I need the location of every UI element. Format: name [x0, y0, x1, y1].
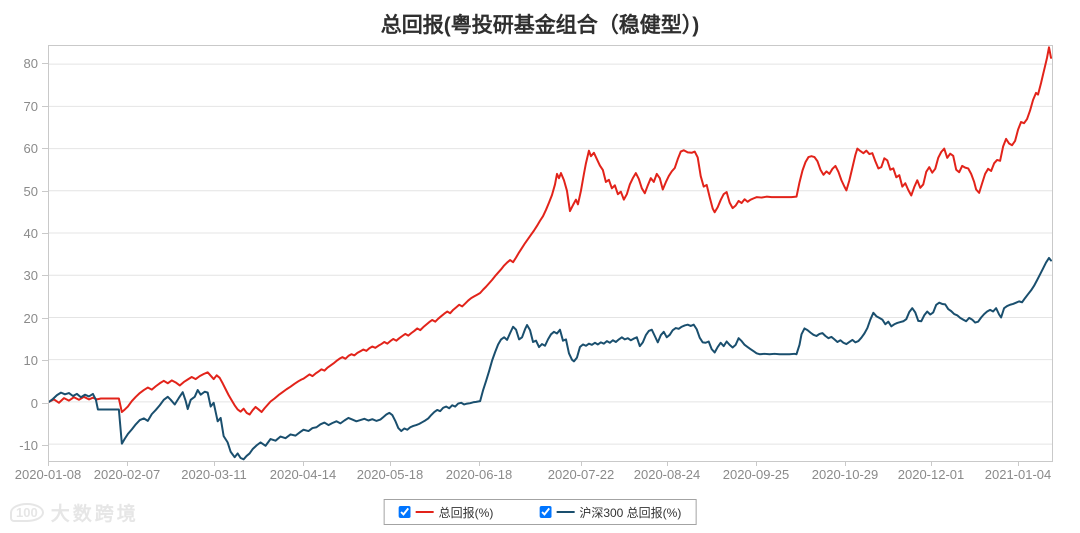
x-tick-label: 2020-06-18: [445, 467, 513, 482]
y-tick-label: 30: [23, 268, 38, 284]
legend-item-total-return[interactable]: 总回报(%): [398, 504, 494, 521]
x-tick-mark: [479, 462, 480, 466]
y-tick-label: 50: [23, 183, 38, 199]
x-tick-label: 2020-07-22: [547, 467, 615, 482]
x-tick-label: 2020-12-01: [897, 467, 965, 482]
x-tick-mark: [667, 462, 668, 466]
csi300-total-return-line: [49, 256, 1052, 461]
watermark: 100 大数跨境: [10, 499, 139, 526]
legend-checkbox-csi300[interactable]: [539, 506, 552, 518]
legend: 总回报(%) 沪深300 总回报(%): [383, 499, 697, 525]
x-tick-mark: [581, 462, 582, 466]
gridlines: [49, 63, 1052, 445]
x-tick-label: 2020-09-25: [722, 467, 790, 482]
y-tick-label: 20: [23, 310, 38, 326]
x-tick-label: 2020-01-08: [14, 467, 82, 482]
x-tick-mark: [127, 462, 128, 466]
plot-area: [48, 45, 1053, 462]
x-tick-mark: [303, 462, 304, 466]
x-tick-mark: [931, 462, 932, 466]
y-tick-label: 70: [23, 98, 38, 114]
y-tick-label: 60: [23, 141, 38, 157]
chart-title: 总回报(粤投研基金组合（稳健型）): [380, 14, 700, 37]
legend-label-total-return: 总回报(%): [438, 505, 494, 520]
y-tick-label: 80: [23, 56, 38, 72]
x-tick-label: 2020-05-18: [356, 467, 424, 482]
y-tick-label: 0: [30, 395, 38, 411]
watermark-text: 大数跨境: [50, 504, 139, 525]
x-tick-mark: [214, 462, 215, 466]
x-tick-label: 2020-04-14: [269, 467, 337, 482]
watermark-logo: 100: [10, 503, 44, 522]
chart-canvas: [49, 46, 1052, 461]
x-tick-mark: [845, 462, 846, 466]
x-tick-mark: [1018, 462, 1019, 466]
legend-item-csi300[interactable]: 沪深300 总回报(%): [539, 504, 681, 521]
legend-line-sample-blue: [556, 511, 575, 513]
x-tick-mark: [48, 462, 49, 466]
y-tick-label: 10: [23, 353, 38, 369]
x-tick-mark: [756, 462, 757, 466]
x-tick-label: 2020-03-11: [181, 467, 247, 482]
x-tick-label: 2020-02-07: [93, 467, 161, 482]
legend-checkbox-total-return[interactable]: [398, 506, 411, 518]
y-tick-label: 40: [23, 225, 38, 241]
y-tick-label: -10: [19, 438, 38, 454]
x-tick-label: 2020-08-24: [633, 467, 701, 482]
x-tick-label: 2020-10-29: [811, 467, 879, 482]
x-tick-label: 2021-01-04: [984, 467, 1052, 482]
x-tick-mark: [390, 462, 391, 466]
total-return-line: [49, 46, 1052, 416]
legend-label-csi300: 沪深300 总回报(%): [579, 505, 682, 520]
legend-line-sample-red: [415, 511, 434, 513]
